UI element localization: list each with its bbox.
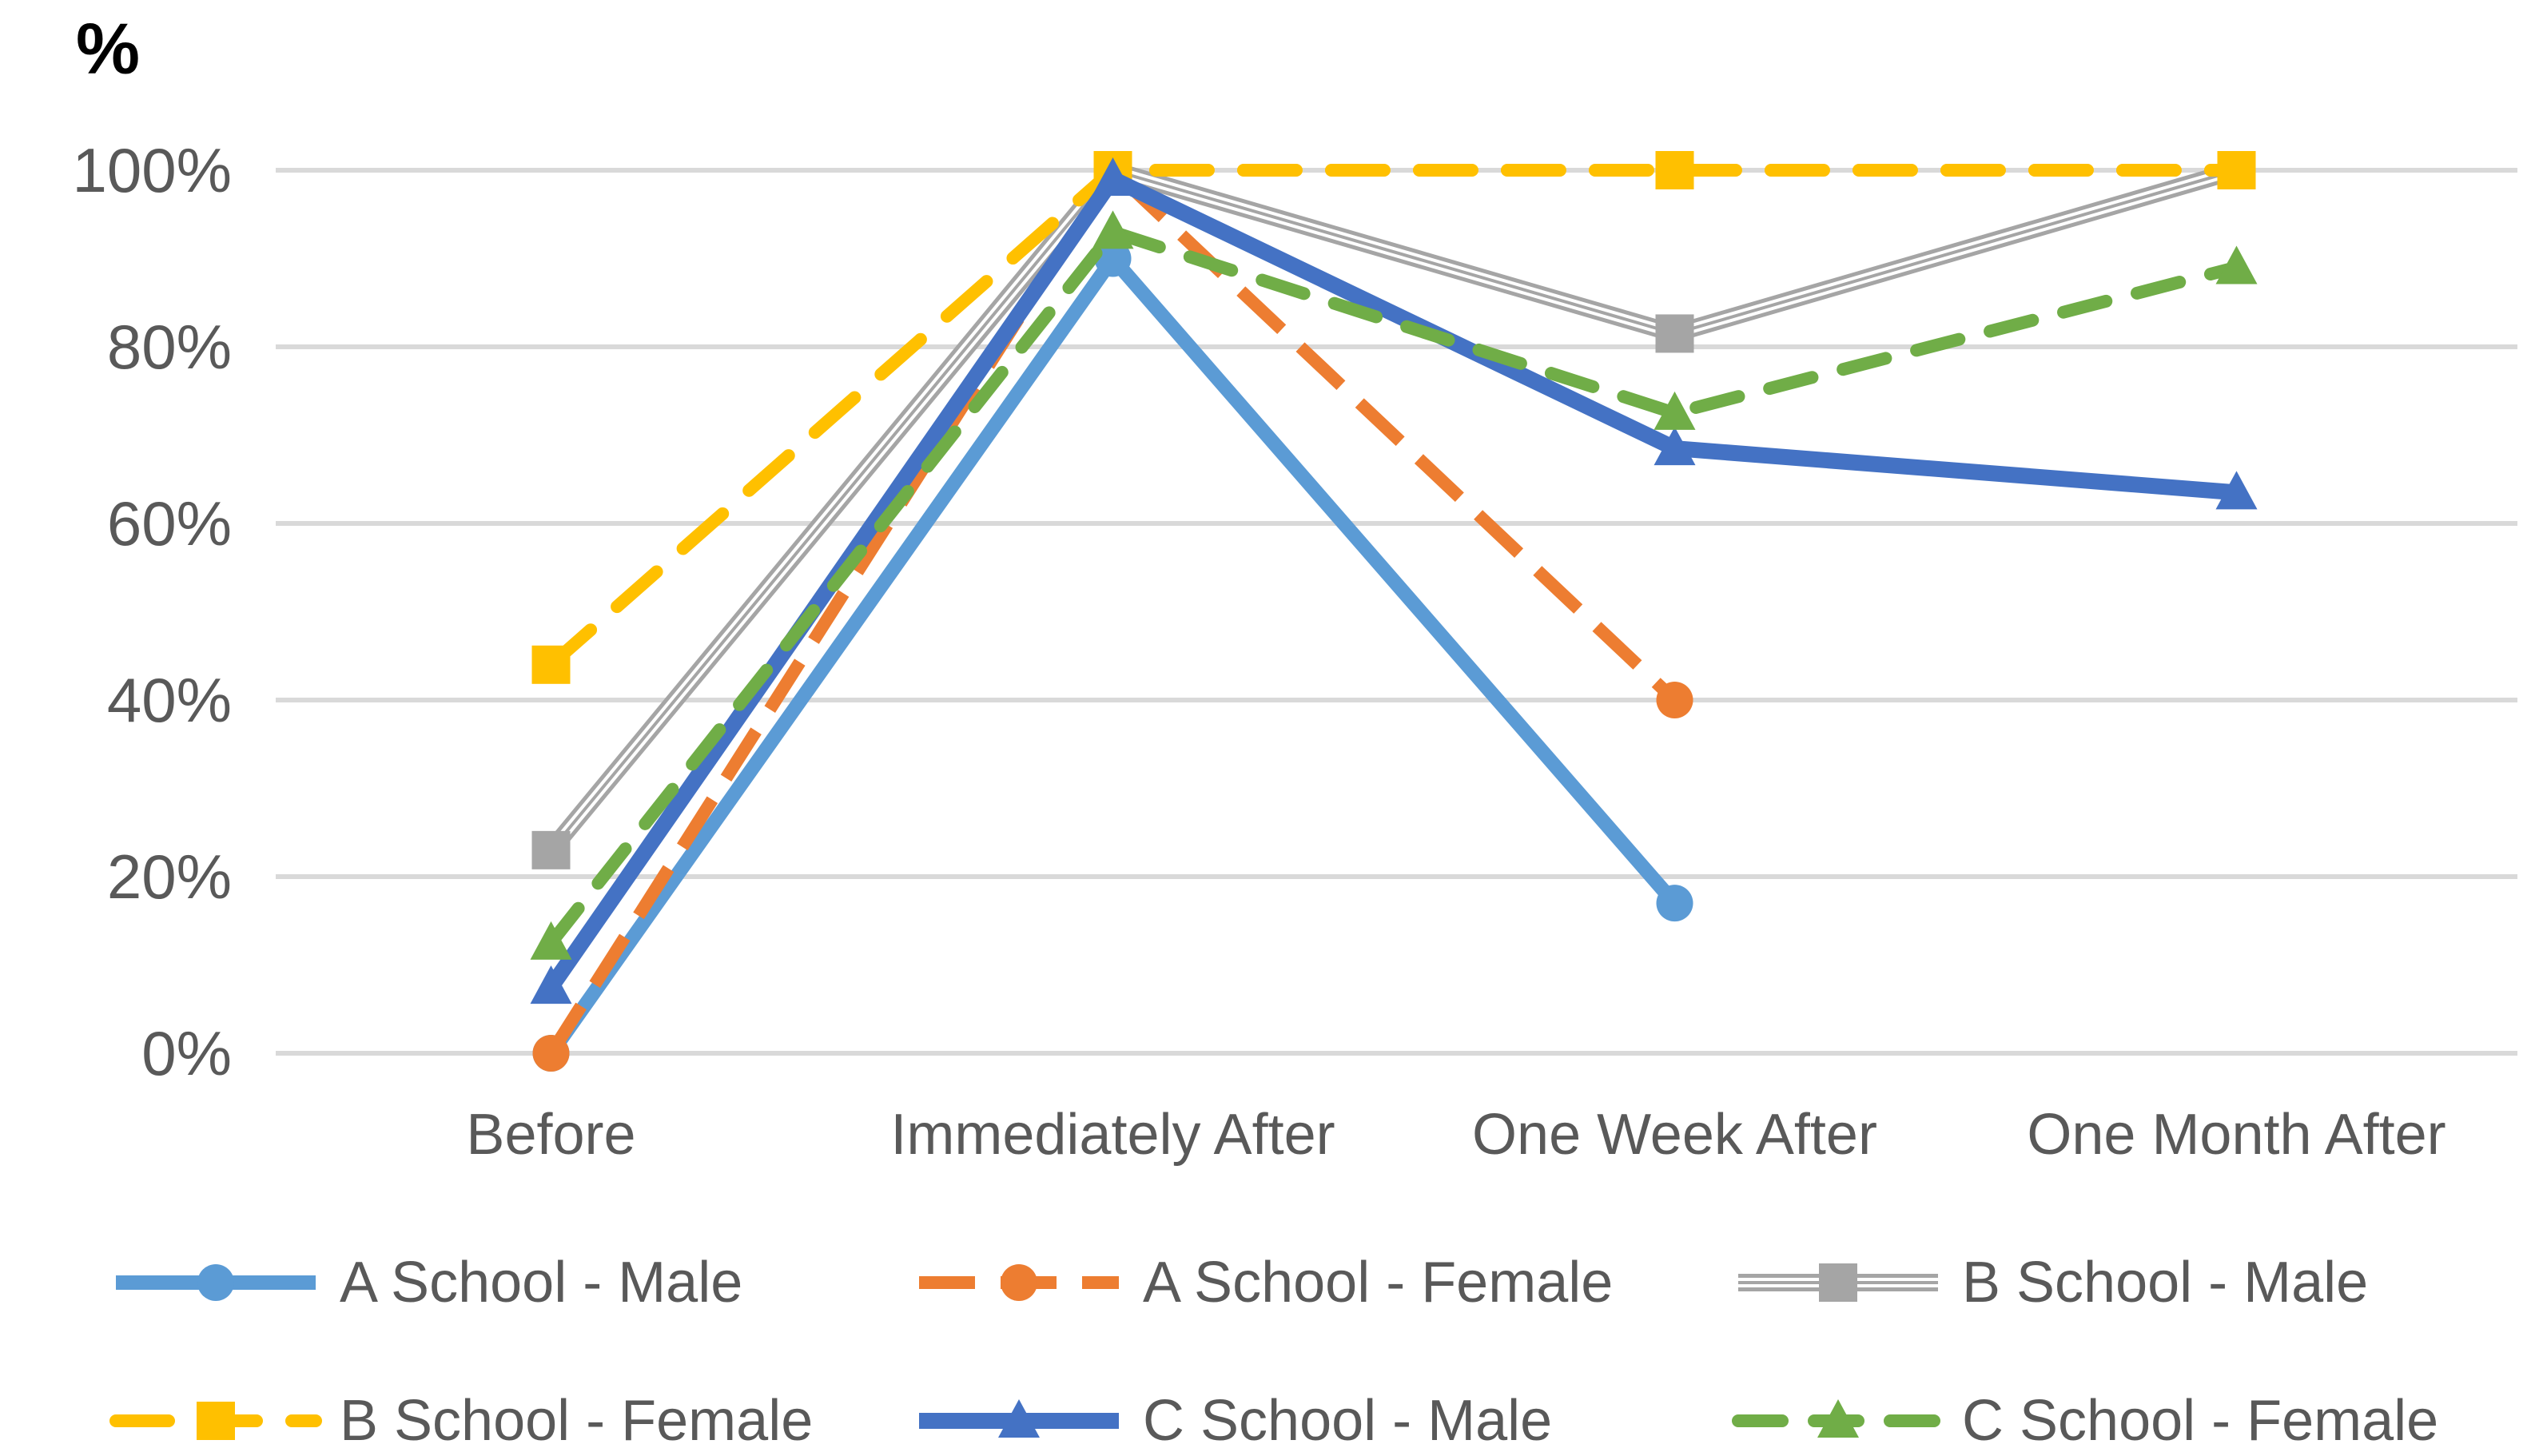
- legend-label: A School - Female: [1143, 1251, 1613, 1315]
- data-point-marker: [197, 1264, 234, 1301]
- x-category-label: One Week After: [1472, 1103, 1877, 1167]
- legend-item-a-school-male: A School - Male: [116, 1251, 742, 1315]
- legend-label: C School - Male: [1143, 1389, 1552, 1453]
- data-point-marker: [2217, 151, 2256, 189]
- data-point-marker: [1654, 427, 1696, 466]
- series-c-school-female: [530, 210, 2258, 960]
- data-point-marker: [1654, 391, 1696, 430]
- y-tick-label: 20%: [107, 841, 232, 912]
- data-point-marker: [1655, 314, 1694, 353]
- data-point-marker: [1092, 157, 1134, 197]
- legend-label: A School - Male: [340, 1251, 742, 1315]
- data-point-marker: [1655, 151, 1694, 189]
- data-point-marker: [1656, 682, 1693, 718]
- data-point-marker: [530, 965, 572, 1004]
- y-tick-label: 40%: [107, 665, 232, 735]
- data-point-marker: [532, 1035, 570, 1072]
- legend-label: C School - Female: [1962, 1389, 2438, 1453]
- x-category-label: Before: [466, 1103, 635, 1167]
- legend-item-b-school-male: B School - Male: [1738, 1251, 2368, 1315]
- data-point-marker: [998, 1399, 1040, 1438]
- legend-item-c-school-female: C School - Female: [1732, 1389, 2438, 1453]
- data-point-marker: [531, 830, 571, 869]
- legend-label: B School - Female: [340, 1389, 813, 1453]
- data-point-marker: [2215, 245, 2258, 284]
- legend-item-a-school-female: A School - Female: [919, 1251, 1613, 1315]
- y-axis-title: %: [76, 10, 140, 90]
- y-tick-label: 60%: [107, 488, 232, 559]
- y-tick-label: 100%: [73, 135, 233, 205]
- data-point-marker: [531, 645, 571, 684]
- y-tick-label: 0%: [141, 1018, 232, 1088]
- legend-item-c-school-male: C School - Male: [919, 1389, 1552, 1453]
- data-point-marker: [1092, 210, 1134, 249]
- data-point-marker: [1094, 240, 1132, 277]
- legend-label: B School - Male: [1962, 1251, 2368, 1315]
- y-tick-label: 80%: [107, 312, 232, 382]
- data-point-marker: [530, 921, 572, 960]
- data-point-marker: [197, 1402, 235, 1440]
- data-point-marker: [2215, 471, 2258, 510]
- data-point-marker: [1001, 1264, 1037, 1301]
- legend-item-b-school-female: B School - Female: [109, 1389, 813, 1453]
- data-point-marker: [1656, 885, 1693, 922]
- data-point-marker: [1819, 1263, 1857, 1302]
- x-category-label: Immediately After: [890, 1103, 1335, 1167]
- x-category-label: One Month After: [2027, 1103, 2445, 1167]
- data-point-marker: [1817, 1399, 1859, 1438]
